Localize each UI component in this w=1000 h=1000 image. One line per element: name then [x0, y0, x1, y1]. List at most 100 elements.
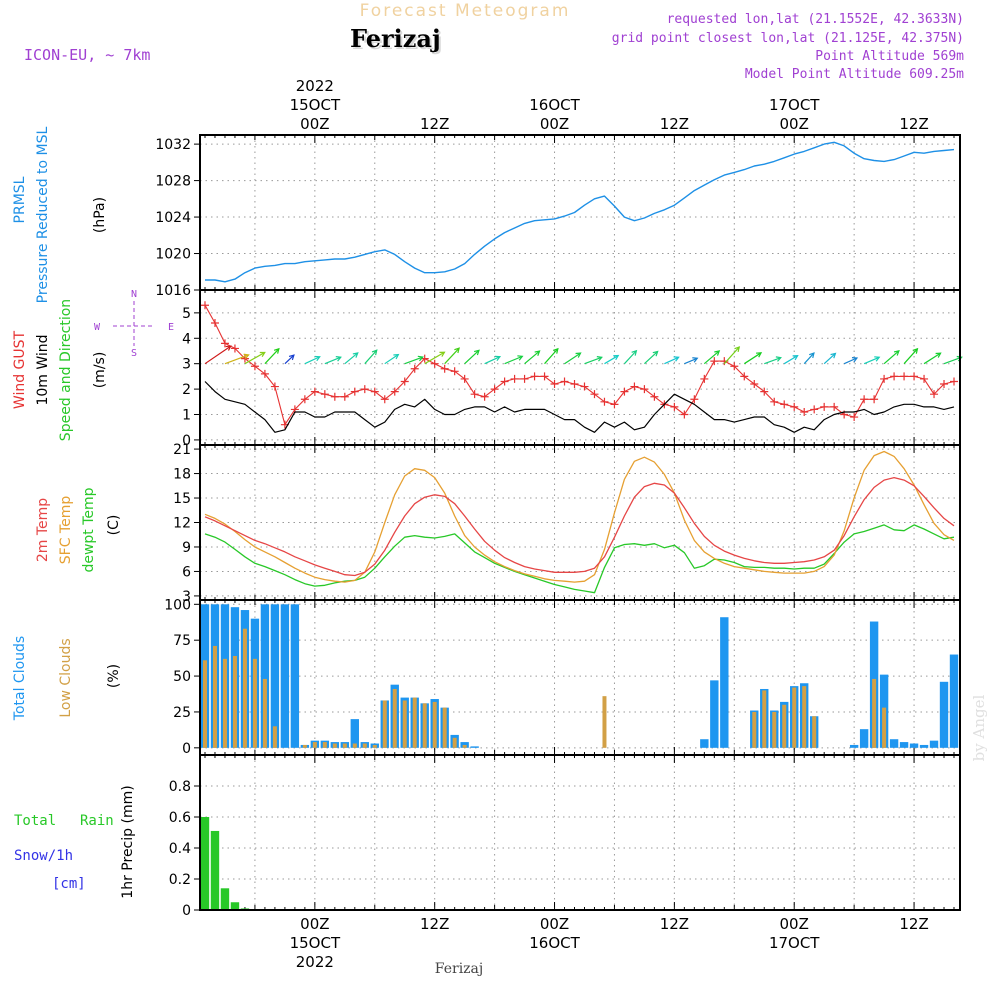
compass-e: E — [168, 322, 174, 333]
wind-ytick-label: 1 — [182, 408, 191, 424]
total-clouds-bar — [700, 739, 709, 748]
precip-bar — [230, 902, 240, 910]
pressure-line — [205, 141, 955, 283]
wind-direction-arrowhead — [352, 352, 359, 358]
total-clouds-bar — [270, 604, 280, 748]
wind-direction-arrowhead — [517, 355, 524, 361]
gust-marker — [750, 380, 759, 389]
low-clouds-bar — [402, 700, 407, 748]
temp-ytick-label: 15 — [173, 491, 191, 507]
clouds-unit: (%) — [106, 664, 122, 688]
gust-marker — [460, 374, 469, 383]
gust-marker — [400, 377, 409, 386]
wind-direction-arrow — [764, 357, 781, 365]
wind-direction-arrowhead — [792, 355, 799, 361]
gust-marker — [470, 390, 479, 399]
clouds-ytick-label: 50 — [173, 669, 191, 685]
pressure-ytick-label: 1028 — [155, 174, 191, 190]
total-clouds-bar — [939, 681, 949, 748]
wind-speed-line — [204, 381, 955, 433]
gust-marker — [830, 402, 839, 411]
gust-marker — [700, 374, 709, 383]
low-clouds-bar — [262, 678, 267, 748]
temp-label-2m: 2m Temp — [35, 498, 51, 562]
wind-direction-arrow — [404, 356, 423, 365]
gust-marker — [430, 359, 439, 368]
model-point-altitude: Model Point Altitude 609.25m — [745, 67, 964, 82]
precip-label-cm: [cm] — [52, 876, 86, 892]
total-clouds-bar — [909, 743, 919, 748]
low-clouds-bar — [452, 737, 457, 748]
precip-ytick-label: 0.2 — [169, 872, 191, 888]
time-label-top: 00Z — [300, 115, 329, 133]
low-clouds-bar — [252, 658, 257, 748]
wind-direction-arrow — [943, 356, 962, 365]
gust-marker — [600, 397, 609, 406]
pressure-label-desc: Pressure Reduced to MSL — [35, 126, 51, 303]
gust-marker — [950, 377, 959, 386]
precip-bar — [220, 888, 230, 910]
wind-ytick-label: 0 — [182, 433, 191, 449]
temp-unit: (C) — [106, 515, 122, 536]
precip-label-total: Total — [14, 813, 56, 829]
clouds-label-total: Total Clouds — [12, 636, 28, 721]
wind-direction-arrow — [304, 356, 320, 365]
gust-marker — [940, 380, 949, 389]
low-clouds-bar — [322, 742, 327, 748]
clouds-ytick-label: 100 — [164, 597, 191, 613]
gust-marker — [790, 402, 799, 411]
gust-marker — [910, 372, 919, 381]
wind-direction-arrowhead — [809, 352, 815, 359]
low-clouds-bar — [602, 696, 607, 748]
gust-marker — [590, 390, 599, 399]
low-clouds-bar — [272, 726, 277, 748]
credit-label: by Angel — [970, 694, 988, 761]
time-label-top: 12Z — [899, 115, 928, 133]
wind-direction-arrow — [344, 352, 359, 365]
low-clouds-bar — [432, 701, 437, 748]
low-clouds-bar — [422, 703, 427, 748]
gust-marker — [500, 377, 509, 386]
gust-marker — [350, 387, 359, 396]
total-clouds-bar — [260, 604, 270, 748]
wind-direction-arrow — [264, 348, 280, 365]
wind-direction-arrow — [664, 356, 679, 365]
panels: 1016102010241028103201234536912151821025… — [155, 134, 963, 919]
gust-marker — [450, 367, 459, 376]
temp-ytick-label: 6 — [182, 564, 191, 580]
low-clouds-bar — [332, 743, 337, 748]
wind-direction-arrowhead — [692, 357, 699, 363]
low-clouds-bar — [352, 743, 357, 748]
temp-ytick-label: 18 — [173, 467, 191, 483]
time-label-bottom: 12Z — [420, 915, 449, 933]
gust-marker — [550, 380, 559, 389]
time-label-bottom: 15OCT — [290, 934, 341, 952]
time-label-top: 15OCT — [290, 96, 341, 114]
time-label-top: 00Z — [780, 115, 809, 133]
gust-marker — [310, 387, 319, 396]
total-clouds-bar — [889, 739, 899, 748]
total-clouds-bar — [280, 604, 290, 748]
wind-label-gust: Wind GUST — [12, 330, 28, 409]
pressure-ytick-label: 1016 — [155, 283, 191, 299]
low-clouds-bar — [342, 743, 347, 748]
gust-marker — [760, 387, 769, 396]
chart-title: Forecast Meteogram — [360, 1, 571, 21]
gust-marker — [730, 362, 739, 371]
wind-direction-arrowhead — [335, 356, 342, 362]
gust-marker — [610, 400, 619, 409]
clouds-ytick-label: 25 — [173, 705, 191, 721]
temp-ytick-label: 3 — [182, 589, 191, 605]
time-label-top: 00Z — [540, 115, 569, 133]
tsfc-line — [204, 450, 955, 583]
wind-direction-arrow — [484, 356, 501, 365]
location-title: Ferizaj — [350, 24, 441, 53]
gust-line — [204, 304, 955, 426]
gust-marker — [520, 374, 529, 383]
requested-lonlat: requested lon,lat (21.1552E, 42.3633N) — [667, 12, 964, 27]
gust-marker — [440, 364, 449, 373]
wind-direction-arrowhead — [652, 350, 659, 357]
gust-marker — [870, 395, 879, 404]
low-clouds-bar — [872, 678, 877, 748]
